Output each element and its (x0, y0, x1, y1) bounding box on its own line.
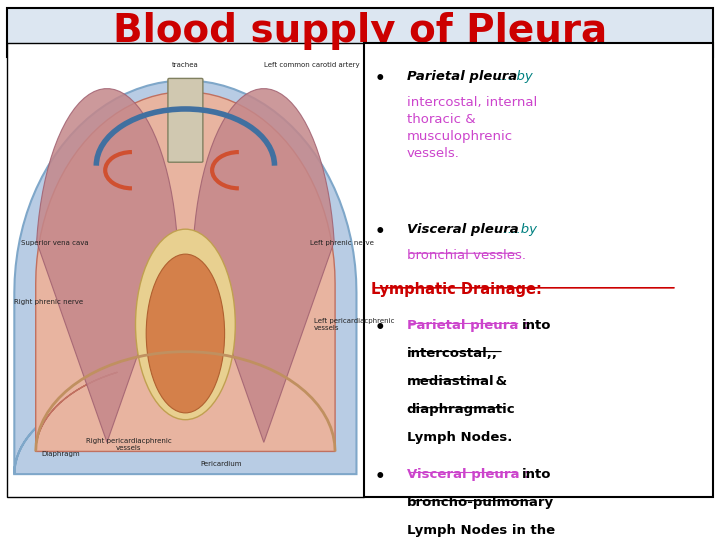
Text: diaphragmatic: diaphragmatic (407, 403, 516, 416)
Text: Superior vena cava: Superior vena cava (22, 240, 89, 246)
FancyBboxPatch shape (7, 43, 364, 497)
FancyBboxPatch shape (168, 78, 203, 162)
Text: broncho-pulmonary: broncho-pulmonary (407, 496, 554, 509)
Text: Right phrenic nerve: Right phrenic nerve (14, 299, 84, 305)
FancyBboxPatch shape (364, 43, 713, 497)
Text: •: • (374, 319, 385, 337)
Text: intercostal,,: intercostal,, (407, 347, 498, 360)
Text: trachea: trachea (172, 62, 199, 68)
Text: Left common carotid artery: Left common carotid artery (264, 62, 359, 68)
Text: Lymph Nodes.: Lymph Nodes. (407, 431, 512, 444)
Ellipse shape (135, 229, 235, 420)
Text: Diaphragm: Diaphragm (41, 451, 80, 457)
Text: mediastinal: mediastinal (407, 375, 495, 388)
Text: Lymph Nodes in the: Lymph Nodes in the (407, 524, 555, 537)
Text: •: • (374, 223, 385, 241)
Text: bronchial vessles.: bronchial vessles. (407, 249, 526, 262)
Ellipse shape (146, 254, 225, 413)
Text: … by: … by (499, 70, 533, 83)
Polygon shape (194, 89, 334, 442)
Text: Pericardium: Pericardium (200, 461, 242, 467)
Text: Lymphatic Drainage:: Lymphatic Drainage: (371, 282, 541, 298)
Text: •: • (374, 468, 385, 486)
Text: Blood supply of Pleura: Blood supply of Pleura (113, 12, 607, 50)
Text: &: & (491, 375, 507, 388)
Text: Left pericardiacphrenic
vessels: Left pericardiacphrenic vessels (314, 318, 395, 331)
Text: Parietal pleura: Parietal pleura (407, 70, 517, 83)
Text: Left phrenic nerve: Left phrenic nerve (310, 240, 374, 246)
Polygon shape (14, 80, 356, 474)
Text: into: into (522, 468, 552, 481)
Text: ….by: ….by (499, 223, 537, 236)
Text: Visceral pleura: Visceral pleura (407, 223, 518, 236)
Text: Right pericardiacphrenic
vessels: Right pericardiacphrenic vessels (86, 438, 171, 451)
Text: into: into (522, 319, 552, 332)
Text: Visceral pleura :: Visceral pleura : (407, 468, 529, 481)
Polygon shape (37, 89, 177, 442)
Text: intercostal, internal
thoracic &
musculophrenic
vessels.: intercostal, internal thoracic & musculo… (407, 96, 537, 160)
Text: •: • (374, 70, 385, 88)
Text: Parietal pleura :: Parietal pleura : (407, 319, 528, 332)
FancyBboxPatch shape (7, 8, 713, 57)
Polygon shape (36, 92, 335, 451)
